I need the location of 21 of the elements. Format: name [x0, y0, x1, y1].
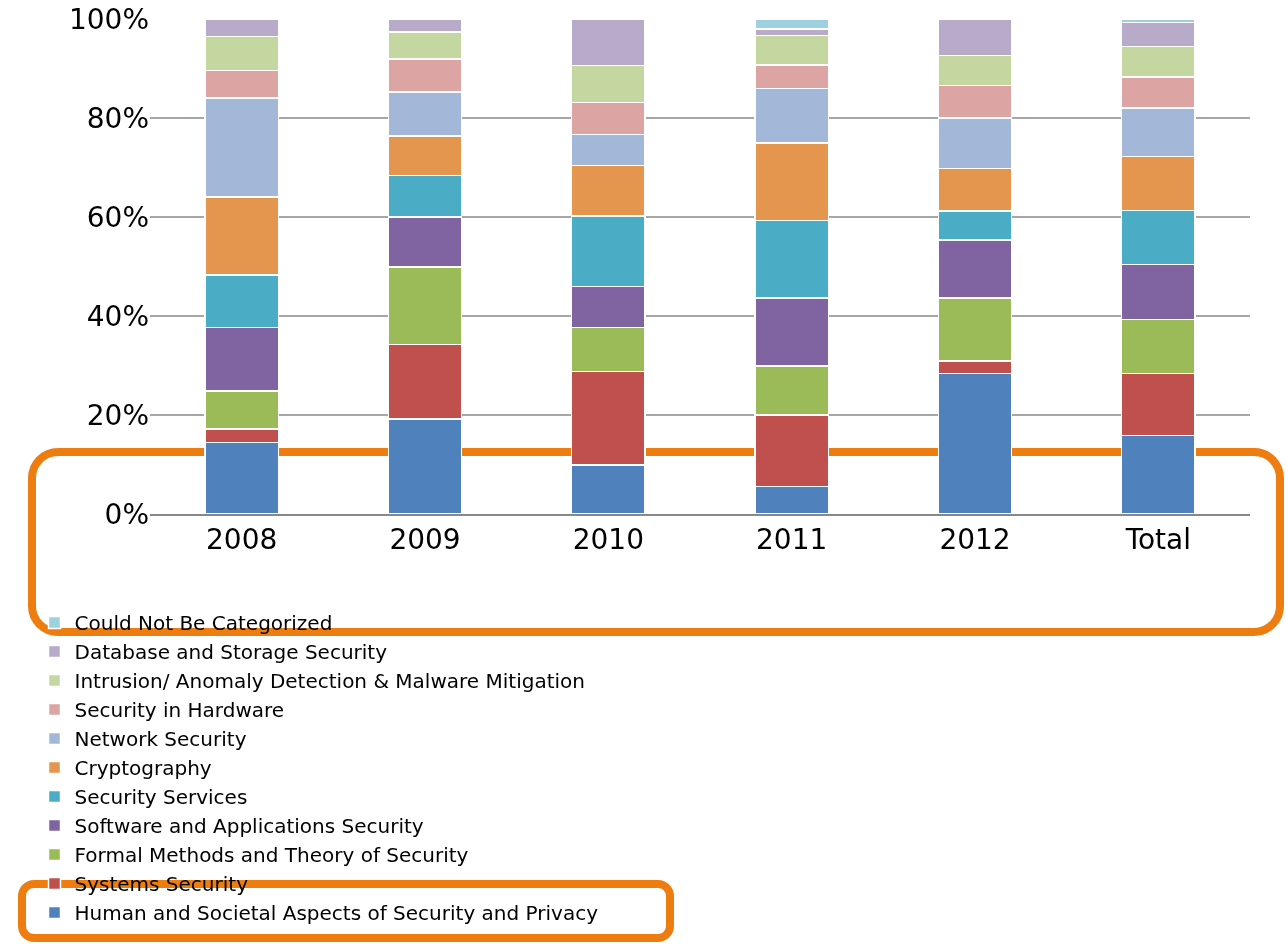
x-tick-label: 2008	[206, 523, 278, 557]
legend-label: Security in Hardware	[74, 698, 285, 723]
legend-label: Software and Applications Security	[74, 814, 424, 839]
legend-label: Security Services	[74, 785, 248, 810]
legend-label: Database and Storage Security	[74, 640, 388, 665]
x-tick-label: 2010	[572, 523, 644, 557]
x-tick-label: 2011	[756, 523, 828, 557]
x-tick-label: Total	[1124, 523, 1192, 557]
y-tick-label: 100%	[68, 2, 149, 36]
legend-label: Formal Methods and Theory of Security	[74, 843, 469, 868]
y-tick-label: 80%	[86, 101, 149, 135]
x-tick-label: 2009	[389, 523, 461, 557]
legend-label: Cryptography	[74, 756, 212, 781]
y-tick-label: 40%	[86, 299, 149, 333]
x-tick-label: 2012	[939, 523, 1011, 557]
legend-label: Intrusion/ Anomaly Detection & Malware Mitigation	[74, 669, 585, 694]
legend-label: Human and Societal Aspects of Security and Privacy	[74, 901, 599, 926]
legend-label: Network Security	[74, 727, 247, 752]
y-tick-label: 20%	[86, 398, 149, 432]
y-tick-label: 0%	[104, 497, 149, 531]
y-tick-label: 60%	[86, 200, 149, 234]
